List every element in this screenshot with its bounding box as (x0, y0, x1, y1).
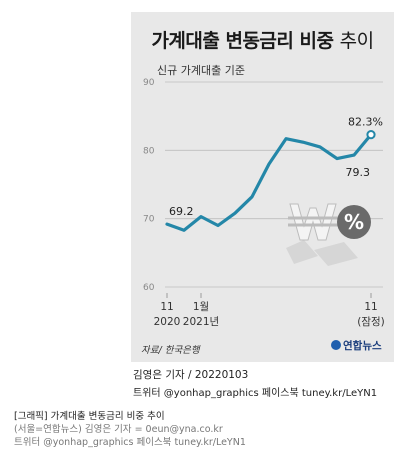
chart-title-suffix: 추이 (339, 30, 374, 52)
chart-title: 가계대출 변동금리 비중 추이 (131, 26, 394, 53)
data-point (352, 153, 356, 157)
chart-card: 가계대출 변동금리 비중 추이 신규 가계대출 기준 90 80 70 60% 69.2… (131, 12, 394, 362)
logo-icon (331, 340, 341, 350)
y-tick-label: 70 (143, 215, 155, 225)
x-tick-label: 1월 (193, 301, 209, 313)
data-point (267, 162, 271, 166)
won-percent-decoration: % (286, 203, 371, 266)
data-point (284, 137, 288, 140)
y-tick-label: 80 (143, 146, 155, 156)
caption-credit: (서울=연합뉴스) 김영은 기자 = 0eun@yna.co.kr (14, 424, 223, 435)
data-point (216, 224, 220, 227)
source-label: 자료/ 한국은행 (141, 345, 200, 356)
y-tick-label: 60 (143, 283, 155, 293)
data-label: 82.3% (348, 116, 383, 129)
yonhap-logo: 연합뉴스 (331, 338, 382, 353)
data-point (335, 157, 339, 160)
chart-title-main: 가계대출 변동금리 비중 (151, 30, 334, 52)
caption-block: [그래픽] 가계대출 변동금리 비중 추이 (서울=연합뉴스) 김영은 기자 =… (14, 410, 246, 449)
line-chart: 90 80 70 60% 69.2 79.3 82.3% 11 2020 1월 2021년 11 (잠정… (143, 78, 385, 328)
x-tick-label: 11 (160, 301, 173, 313)
x-tick-sublabel: 2021년 (183, 316, 219, 328)
x-tick-label: 11 (364, 301, 377, 313)
data-point (165, 222, 169, 226)
data-point (250, 195, 254, 198)
data-point (233, 212, 237, 215)
data-point (318, 145, 322, 149)
won-sign-shape (289, 203, 337, 241)
data-label: 69.2 (169, 205, 194, 218)
end-point-marker (366, 130, 376, 140)
decoration-shadow (314, 242, 358, 266)
social-links: 트위터 @yonhap_graphics 페이스북 tuney.kr/LeYN1 (133, 388, 378, 399)
data-point (199, 215, 203, 218)
decoration-shadow (286, 240, 318, 264)
x-tick-sublabel: 2020 (154, 316, 181, 328)
data-point (182, 229, 186, 232)
y-tick-label: 90 (143, 78, 155, 88)
data-label: 79.3 (346, 166, 371, 179)
x-tick-sublabel: (잠정) (357, 316, 385, 328)
logo-text: 연합뉴스 (343, 340, 382, 352)
reporter-credit: 김영은 기자 / 20220103 (133, 369, 249, 381)
chart-subtitle: 신규 가계대출 기준 (157, 64, 245, 77)
percent-circle (337, 205, 371, 239)
percent-glyph: % (344, 210, 364, 234)
caption-title: [그래픽] 가계대출 변동금리 비중 추이 (14, 411, 165, 422)
caption-social: 트위터 @yonhap_graphics 페이스북 tuney.kr/LeYN1 (14, 437, 246, 448)
data-point (301, 140, 305, 144)
